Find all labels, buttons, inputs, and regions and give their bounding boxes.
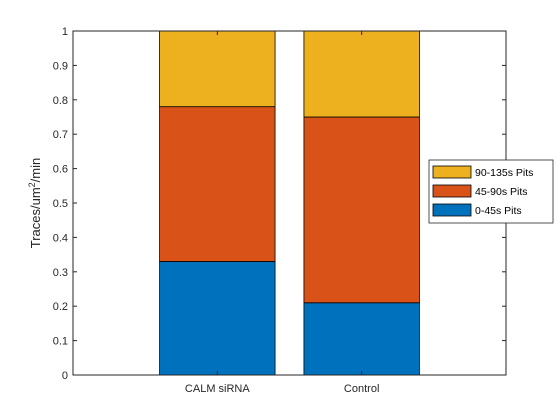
legend-label-90-135s-pits: 90-135s Pits (475, 167, 533, 179)
y-tick-label: 0.8 (53, 95, 68, 107)
x-axis-ticks: CALM siRNA Control (185, 31, 379, 395)
y-axis-label-main: Traces/um (28, 187, 43, 248)
y-axis-label-tail: /min (28, 158, 43, 183)
y-tick-label: 0.3 (53, 267, 68, 279)
y-axis-label-superscript: 2 (27, 182, 37, 187)
y-tick-label: 0.4 (53, 232, 68, 244)
x-tick-label-control: Control (344, 383, 379, 395)
legend: 90-135s Pits 45-90s Pits 0-45s Pits (428, 159, 554, 224)
legend-swatch-90-135s-pits (432, 165, 472, 179)
x-tick-label-calm-sirna: CALM siRNA (185, 383, 250, 395)
y-tick-label: 0.5 (53, 198, 68, 210)
bar-control-90-135s-pits (303, 30, 420, 118)
bars-group (159, 30, 420, 376)
y-tick-label: 0 (62, 370, 68, 382)
y-tick-label: 1 (62, 26, 68, 38)
y-axis-ticks: 0 0.1 0.2 0.3 0.4 0.5 0.6 0.7 0.8 0.9 1 (53, 26, 506, 382)
legend-swatch-0-45s-pits (432, 203, 472, 217)
bar-calm-sirna-90-135s-pits (159, 30, 276, 108)
bar-calm-sirna-0-45s-pits (159, 261, 276, 376)
y-tick-label: 0.6 (53, 164, 68, 176)
bar-calm-sirna-45-90s-pits (159, 106, 276, 262)
bar-control-0-45s-pits (303, 302, 420, 376)
y-axis-label: Traces/um2/min (27, 158, 43, 249)
y-tick-label: 0.9 (53, 60, 68, 72)
legend-label-0-45s-pits: 0-45s Pits (475, 205, 522, 217)
y-tick-label: 0.2 (53, 301, 68, 313)
legend-label-45-90s-pits: 45-90s Pits (475, 186, 528, 198)
legend-swatch-45-90s-pits (432, 184, 472, 198)
bar-control-45-90s-pits (303, 116, 420, 304)
y-tick-label: 0.1 (53, 336, 68, 348)
y-tick-label: 0.7 (53, 129, 68, 141)
